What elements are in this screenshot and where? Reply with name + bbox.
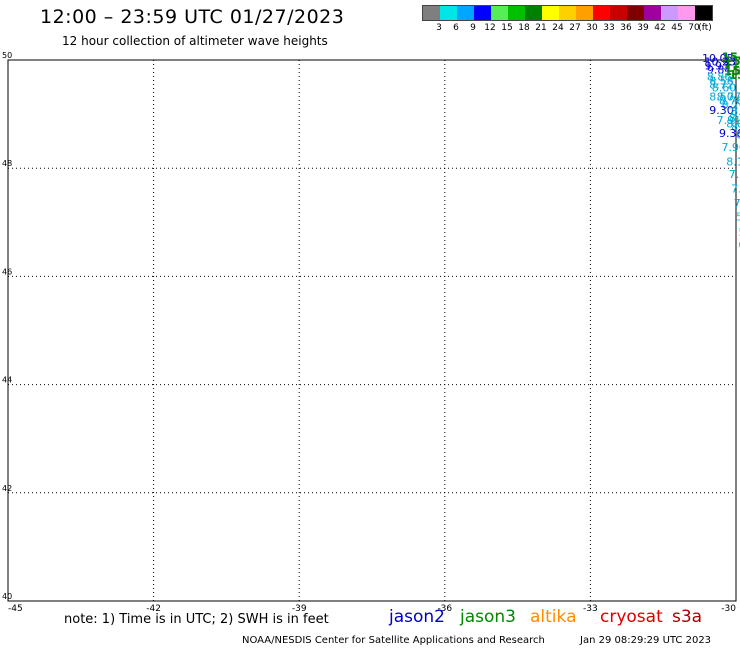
legend-swatch <box>457 6 474 20</box>
color-legend: 3 6 9 12 15 18 21 24 27 30 33 36 39 42 45 70 (ft) <box>422 5 713 35</box>
legend-swatch <box>644 6 661 20</box>
wave-height-label: 10.05 <box>702 52 734 65</box>
wave-height-label: 8.60 <box>712 81 737 94</box>
wave-height-label: 8.13 <box>729 112 740 125</box>
legend-label: 6 <box>453 23 459 33</box>
tick-labels: -45 -42 -39 -36 -33 -30 50 48 46 44 42 40 <box>2 51 736 614</box>
wave-height-label: 1548 <box>724 64 740 78</box>
wave-height-label: 1549 <box>729 68 740 82</box>
wave-height-label: 8.72 <box>709 79 734 92</box>
y-tick-label: 48 <box>2 159 12 168</box>
legend-label: 12 <box>484 23 496 33</box>
legend-swatch <box>661 6 678 20</box>
wave-height-label: 1548 <box>721 51 740 65</box>
wave-height-label: 7.35 <box>729 168 740 181</box>
legend-swatch <box>440 6 457 20</box>
legend-label: 36 <box>620 23 632 33</box>
legend-swatch <box>576 6 593 20</box>
legend-swatch <box>508 6 525 20</box>
footer-timestamp: Jan 29 08:29:29 UTC 2023 <box>580 635 712 646</box>
legend-label: 21 <box>535 23 547 33</box>
chart-subtitle: 12 hour collection of altimeter wave hei… <box>62 34 328 48</box>
legend-label: 18 <box>518 23 530 33</box>
y-tick-label: 50 <box>2 51 12 60</box>
wave-height-label: 8.20 <box>721 99 740 112</box>
y-tick-label: 44 <box>2 376 12 385</box>
wave-height-label: 9.36 <box>719 127 740 140</box>
x-tick-label: -42 <box>146 604 161 614</box>
x-tick-label: -39 <box>292 604 307 614</box>
x-tick-label: -36 <box>437 604 452 614</box>
satellite-label-jason2: jason2 <box>389 607 445 627</box>
legend-label: 3 <box>436 23 442 33</box>
legend-label: 39 <box>637 23 649 33</box>
wave-height-label: 6.83 <box>738 238 740 251</box>
wave-height-label: 7.96 <box>721 141 740 154</box>
legend-label: 27 <box>569 23 581 33</box>
legend-swatch <box>559 6 576 20</box>
wave-height-label: 8.58 <box>709 74 734 87</box>
wave-height-label: 8.77 <box>717 91 740 104</box>
legend-label: 24 <box>552 23 564 33</box>
wave-height-label: 8.50 <box>709 91 734 104</box>
legend-swatch <box>542 6 559 20</box>
x-tick-label: -30 <box>721 604 736 614</box>
legend-swatch <box>423 6 440 20</box>
wave-height-label: 7.25 <box>731 183 740 196</box>
legend-label: 15 <box>501 23 513 33</box>
wave-height-label: 5.25 <box>738 65 740 78</box>
wave-height-label: 8.09 <box>726 118 740 131</box>
legend-label: 30 <box>586 23 598 33</box>
plot-frame <box>7 59 737 602</box>
x-tick-label: -33 <box>583 604 598 614</box>
legend-label: 45 <box>671 23 683 33</box>
wave-height-label: 8.86 <box>707 71 732 84</box>
satellite-label-altika: altika <box>530 607 577 627</box>
wave-height-label: 1548 <box>724 54 740 68</box>
wave-height-label: 5.22 <box>738 69 740 82</box>
footer-note: note: 1) Time is in UTC; 2) SWH is in fe… <box>64 612 329 627</box>
satellite-label-s3a: s3a <box>672 607 703 627</box>
legend-label: 70 <box>688 23 700 33</box>
y-tick-label: 42 <box>2 484 12 493</box>
legend-swatch <box>491 6 508 20</box>
legend-swatch <box>610 6 627 20</box>
wave-height-label: 5.68 <box>736 211 740 224</box>
x-tick-label: -45 <box>8 604 23 614</box>
legend-labels: 3 6 9 12 15 18 21 24 27 30 33 36 39 42 45 70 (ft) <box>422 21 713 35</box>
satellite-label-cryosat: cryosat <box>600 607 663 627</box>
legend-swatch <box>525 6 542 20</box>
legend-swatch <box>678 6 695 20</box>
wave-height-label: 7.91 <box>717 114 740 127</box>
data-labels: 10.05154815488.1910.239.939.84154815495.… <box>702 51 740 252</box>
legend-swatches <box>422 5 713 21</box>
legend-swatch <box>474 6 491 20</box>
legend-swatch <box>695 6 712 20</box>
wave-height-label: 8.26 <box>731 120 740 133</box>
wave-height-label: 9.84 <box>707 64 732 77</box>
legend-label: 33 <box>603 23 615 33</box>
legend-swatch <box>593 6 610 20</box>
legend-label: 9 <box>470 23 476 33</box>
wave-height-label: 7.56 <box>734 197 740 210</box>
legend-label: 42 <box>654 23 666 33</box>
legend-swatch <box>627 6 644 20</box>
grid-lines <box>7 59 737 602</box>
wave-height-label: 10.23 <box>704 55 736 68</box>
y-tick-label: 46 <box>2 267 12 276</box>
wave-height-label: 8.18 <box>726 155 740 168</box>
wave-height-label: 9.30 <box>709 104 734 117</box>
legend-label: (ft) <box>698 23 712 33</box>
chart-title: 12:00 – 23:59 UTC 01/27/2023 <box>40 6 345 28</box>
wave-height-label: 9.93 <box>704 60 729 73</box>
satellite-label-jason3: jason3 <box>460 607 516 627</box>
wave-height-label: 5.62 <box>738 226 740 239</box>
wave-height-label: 6.98 <box>736 128 740 141</box>
wave-height-label: 8.70 <box>731 105 740 118</box>
wave-height-label: 8.76 <box>719 94 740 107</box>
footer-credit: NOAA/NESDIS Center for Satellite Applica… <box>242 635 545 646</box>
y-tick-label: 40 <box>2 592 12 601</box>
